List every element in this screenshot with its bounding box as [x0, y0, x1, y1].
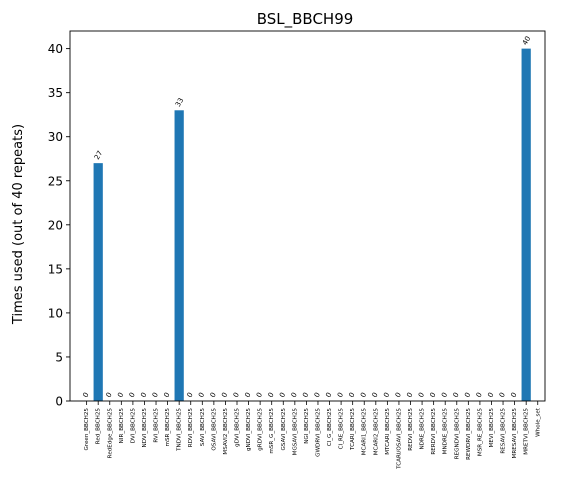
data-label-mSR_BBCH25: 0 — [162, 391, 171, 399]
x-tick-label-NIR_BBCH25: NIR_BBCH25 — [119, 408, 125, 444]
axes-frame — [69, 30, 546, 402]
data-label-MSR_RE_BBCH25: 0 — [475, 391, 484, 399]
x-tick-label-mSR_G_BBCH25: mSR_G_BBCH25 — [269, 408, 275, 454]
x-tick-label-MSAVI2_BBCH25: MSAVI2_BBCH25 — [223, 408, 229, 455]
bar-Red_BBCH25 — [93, 163, 103, 401]
x-tick-label-SAVI_BBCH25: SAVI_BBCH25 — [200, 408, 206, 447]
x-tick-label-Whole_set: Whole_set — [535, 407, 541, 437]
data-label-RedEdge_BBCH25: 0 — [105, 391, 114, 399]
data-label-OSAVI_BBCH25: 0 — [209, 391, 218, 399]
x-tick-label-NDRE_BBCH25: NDRE_BBCH25 — [420, 408, 426, 450]
x-tick-label-Green_BBCH25: Green_BBCH25 — [84, 408, 90, 451]
data-label-RVI_BBCH25: 0 — [151, 391, 160, 399]
data-label-RESAVI_BBCH25: 0 — [498, 391, 507, 399]
data-label-GSAVI_BBCH25: 0 — [278, 391, 287, 399]
y-tick-label: 20 — [48, 218, 63, 232]
data-label-gDVI_BBCH25: 0 — [232, 391, 241, 399]
bar-TNDVI_BBCH25 — [174, 110, 184, 401]
data-label-MCARI2_BBCH25: 0 — [371, 391, 380, 399]
data-label-gRDVI_BBCH25: 0 — [255, 391, 264, 399]
data-label-GWDRVI_BBCH25: 0 — [313, 391, 322, 399]
data-label-NGI_BBCH25: 0 — [301, 391, 310, 399]
x-tick-label-Red_BBCH25: Red_BBCH25 — [96, 408, 102, 445]
y-tick-label: 40 — [48, 42, 63, 56]
x-tick-label-MEVI_BBCH25: MEVI_BBCH25 — [489, 408, 495, 448]
x-tick-label-MCARI1_BBCH25: MCARI1_BBCH25 — [362, 408, 368, 456]
y-tick-label: 0 — [55, 395, 63, 409]
data-label-MCARI1_BBCH25: 0 — [359, 391, 368, 399]
data-label-DVI_BBCH25: 0 — [128, 391, 137, 399]
data-label-gNDVI_BBCH25: 0 — [243, 391, 252, 399]
x-tick-label-MRETVI_BBCH25: MRETVI_BBCH25 — [524, 408, 530, 455]
data-label-MEVI_BBCH25: 0 — [486, 391, 495, 399]
x-tick-label-CI_RE_BBCH25: CI_RE_BBCH25 — [339, 408, 345, 450]
data-label-NIR_BBCH25: 0 — [116, 391, 125, 399]
x-tick-label-mSR_BBCH25: mSR_BBCH25 — [165, 408, 171, 447]
data-label-MNDRE_BBCH25: 0 — [440, 391, 449, 399]
x-tick-label-RERDVI_BBCH25: RERDVI_BBCH25 — [431, 408, 437, 455]
x-tick-label-RVI_BBCH25: RVI_BBCH25 — [154, 408, 160, 443]
x-tick-label-MGSAVI_BBCH25: MGSAVI_BBCH25 — [292, 408, 298, 456]
chart-title: BSL_BBCH99 — [257, 10, 354, 29]
data-label-RERDVI_BBCH25: 0 — [428, 391, 437, 399]
x-tick-label-MRESAVI_BBCH25: MRESAVI_BBCH25 — [512, 408, 518, 459]
data-label-mSR_G_BBCH25: 0 — [267, 391, 276, 399]
x-tick-label-TNDVI_BBCH25: TNDVI_BBCH25 — [177, 408, 183, 452]
data-label-MRETVI_BBCH25: 40 — [521, 35, 532, 47]
x-tick-label-TCARI_BBCH25: TCARI_BBCH25 — [350, 408, 356, 451]
data-label-REGNDVI_BBCH25: 0 — [452, 391, 461, 399]
data-label-MGSAVI_BBCH25: 0 — [290, 391, 299, 399]
data-label-TCARI_BBCH25: 0 — [347, 391, 356, 399]
data-label-MRESAVI_BBCH25: 0 — [509, 391, 518, 399]
y-tick-label: 15 — [48, 262, 63, 276]
y-tick-label: 30 — [48, 130, 63, 144]
x-tick-label-MTCARI_BBCH25: MTCARI_BBCH25 — [385, 408, 391, 455]
data-label-REDVI_BBCH25: 0 — [405, 391, 414, 399]
x-tick-label-gRDVI_BBCH25: gRDVI_BBCH25 — [258, 408, 264, 451]
x-tick-label-REWDRVI_BBCH25: REWDRVI_BBCH25 — [466, 408, 472, 460]
x-tick-label-MSR_RE_BBCH25: MSR_RE_BBCH25 — [477, 408, 483, 457]
x-tick-label-GSAVI_BBCH25: GSAVI_BBCH25 — [281, 408, 287, 451]
x-tick-label-RDVI_BBCH25: RDVI_BBCH25 — [188, 408, 194, 448]
x-tick-label-GWDRVI_BBCH25: GWDRVI_BBCH25 — [315, 408, 321, 457]
y-tick-label: 10 — [48, 306, 63, 320]
bar-MRETVI_BBCH25 — [521, 48, 531, 402]
x-tick-label-RedEdge_BBCH25: RedEdge_BBCH25 — [107, 408, 113, 459]
x-tick-label-CI_G_BBCH25: CI_G_BBCH25 — [327, 408, 333, 447]
y-tick-label: 5 — [55, 350, 63, 364]
y-tick-label: 35 — [48, 86, 63, 100]
x-tick-label-REDVI_BBCH25: REDVI_BBCH25 — [408, 408, 414, 451]
x-tick-label-MNDRE_BBCH25: MNDRE_BBCH25 — [443, 408, 449, 455]
data-label-REWDRVI_BBCH25: 0 — [463, 391, 472, 399]
x-tick-label-REGNDVI_BBCH25: REGNDVI_BBCH25 — [454, 408, 460, 460]
data-label-RDVI_BBCH25: 0 — [186, 391, 195, 399]
data-label-MSAVI2_BBCH25: 0 — [220, 391, 229, 399]
data-label-NDVI_BBCH25: 0 — [139, 391, 148, 399]
x-tick-label-DVI_BBCH25: DVI_BBCH25 — [130, 408, 136, 444]
data-label-CI_RE_BBCH25: 0 — [336, 391, 345, 399]
x-tick-label-TCARI/OSAVI_BBCH25: TCARI/OSAVI_BBCH25 — [396, 408, 402, 470]
data-label-CI_G_BBCH25: 0 — [324, 391, 333, 399]
x-tick-label-RESAVI_BBCH25: RESAVI_BBCH25 — [501, 408, 507, 454]
x-tick-label-OSAVI_BBCH25: OSAVI_BBCH25 — [211, 408, 217, 451]
data-label-NDRE_BBCH25: 0 — [417, 391, 426, 399]
y-axis-label: Times used (out of 40 repeats) — [11, 124, 26, 325]
x-tick-label-gNDVI_BBCH25: gNDVI_BBCH25 — [246, 408, 252, 451]
data-label-TNDVI_BBCH25: 33 — [174, 97, 185, 109]
x-tick-label-NDVI_BBCH25: NDVI_BBCH25 — [142, 408, 148, 448]
data-label-SAVI_BBCH25: 0 — [197, 391, 206, 399]
x-tick-label-NGI_BBCH25: NGI_BBCH25 — [304, 408, 310, 444]
data-label-Green_BBCH25: 0 — [81, 391, 90, 399]
y-tick-label: 25 — [48, 174, 63, 188]
x-tick-label-gDVI_BBCH25: gDVI_BBCH25 — [235, 408, 241, 447]
data-label-MTCARI_BBCH25: 0 — [382, 391, 391, 399]
data-label-TCARI/OSAVI_BBCH25: 0 — [394, 391, 403, 399]
x-tick-label-MCARI2_BBCH25: MCARI2_BBCH25 — [373, 408, 379, 456]
data-label-Red_BBCH25: 27 — [93, 149, 104, 161]
